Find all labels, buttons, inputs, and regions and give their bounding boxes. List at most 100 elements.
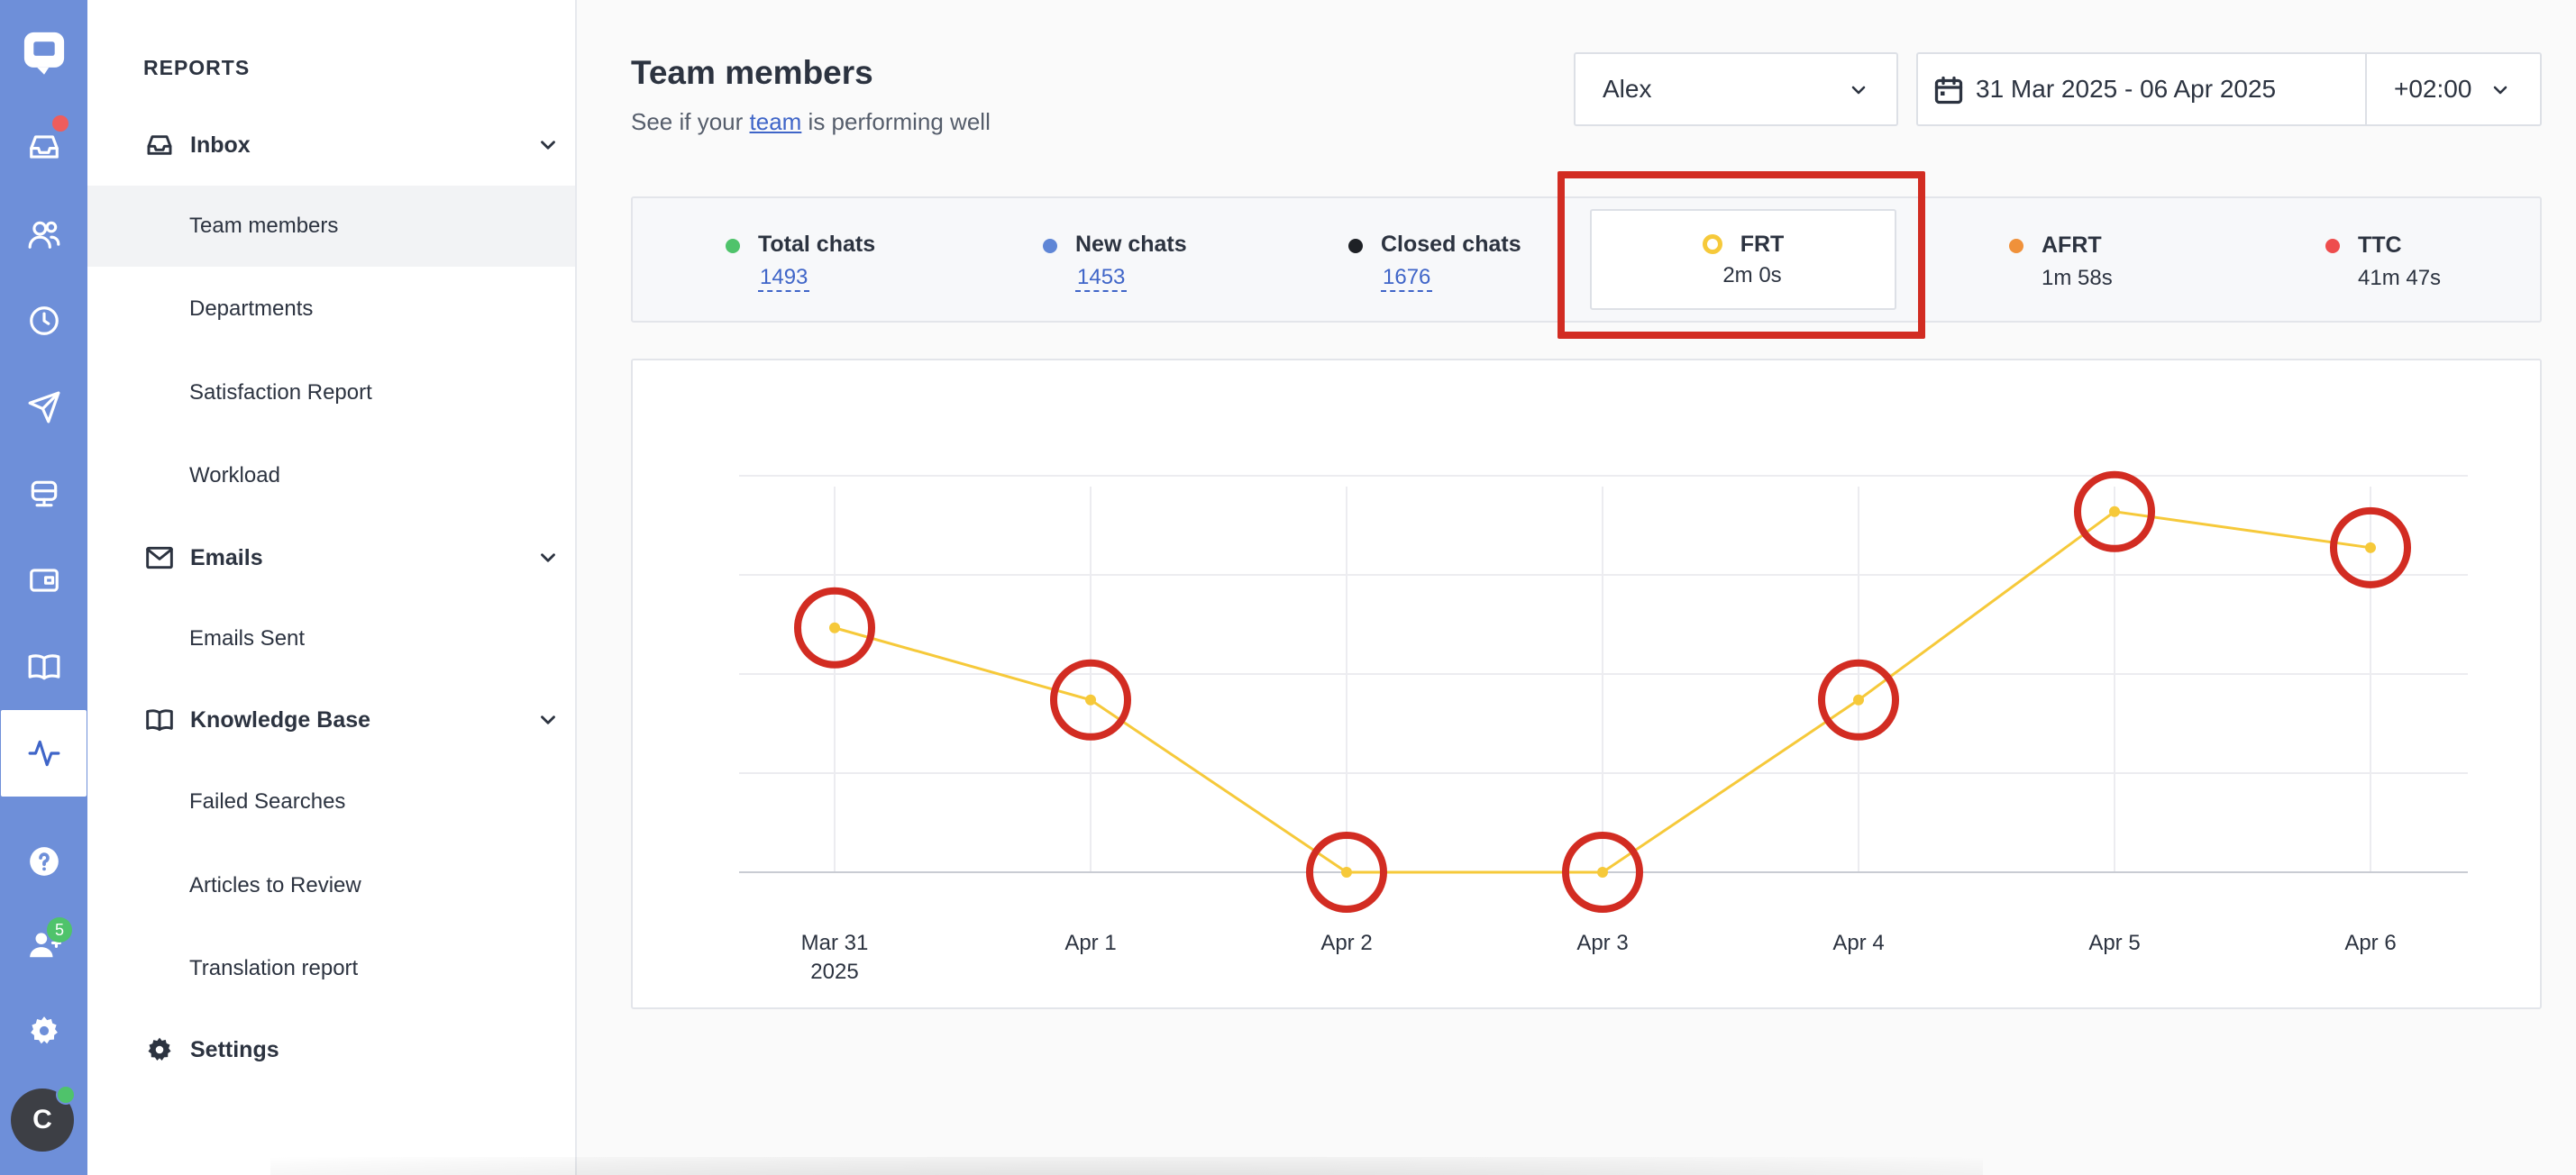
sidebar-section-inbox[interactable]: Inbox (145, 123, 560, 168)
metric-value: 1m 58s (2042, 265, 2113, 290)
sidebar-item-satisfaction-report[interactable]: Satisfaction Report (189, 380, 372, 405)
metric-ttc[interactable]: TTC 41m 47s (2325, 198, 2441, 324)
highlight-circle (1818, 659, 1899, 741)
page-title: Team members (631, 54, 873, 91)
metric-closed-chats[interactable]: Closed chats 1676 (1348, 198, 1521, 324)
help-icon[interactable] (0, 818, 87, 905)
frt-highlight-box (1557, 171, 1925, 339)
user-select[interactable]: Alex (1574, 52, 1898, 126)
subtitle-text: is performing well (801, 108, 991, 135)
settings-icon[interactable] (0, 988, 87, 1074)
user-select-value: Alex (1603, 75, 1652, 103)
timezone-value: +02:00 (2394, 75, 2472, 103)
x-tick-label: Apr 1 (1064, 931, 1116, 955)
chevron-down-icon[interactable] (536, 133, 560, 157)
data-point[interactable] (1085, 694, 1096, 706)
legend-dot (2325, 239, 2340, 253)
metric-label: New chats (1075, 231, 1187, 257)
metric-value: 41m 47s (2358, 265, 2442, 290)
bottom-shadow (270, 1157, 1983, 1175)
chevron-down-icon (2489, 78, 2511, 107)
x-tick-label: Mar 31 2025 (801, 931, 869, 984)
sidebar-section-settings[interactable]: Settings (145, 1027, 560, 1072)
legend-dot (726, 239, 740, 253)
metric-value[interactable]: 1676 (1381, 265, 1433, 292)
x-tick-label: Apr 3 (1576, 931, 1628, 955)
x-tick-label: Apr 6 (2344, 931, 2396, 955)
widget-icon[interactable] (0, 537, 87, 624)
calendar-icon (1932, 74, 1965, 113)
x-tick-label: Apr 2 (1320, 931, 1372, 955)
main-content: Team members See if your team is perform… (579, 0, 2576, 1175)
metric-label: TTC (2358, 232, 2402, 258)
legend-dot (1348, 239, 1363, 253)
highlight-circle (1050, 659, 1131, 741)
metric-label: Closed chats (1381, 231, 1521, 257)
legend-dot (1043, 239, 1057, 253)
data-point[interactable] (1341, 867, 1352, 878)
timezone-select[interactable]: +02:00 (2365, 52, 2542, 126)
sidebar-heading: REPORTS (143, 56, 251, 79)
frt-line-chart: Mar 31 2025 Apr 1 Apr 2 Apr 3 Apr 4 Apr 5 Apr 6 (631, 359, 2542, 1009)
highlight-circle (1562, 832, 1643, 913)
inbox-icon[interactable] (0, 104, 87, 190)
chat-logo-icon[interactable] (0, 9, 87, 96)
metric-value: 2m 0s (1722, 262, 1782, 287)
sidebar-item-emails-sent[interactable]: Emails Sent (189, 626, 306, 651)
reports-icon[interactable] (1, 710, 87, 797)
app-rail: 5 C (0, 0, 87, 1175)
date-range-value: 31 Mar 2025 - 06 Apr 2025 (1976, 75, 2277, 103)
team-icon[interactable] (0, 901, 87, 988)
section-label: Emails (190, 544, 263, 570)
sidebar-section-knowledge-base[interactable]: Knowledge Base (145, 697, 560, 742)
metric-frt[interactable]: FRT 2m 0s (1590, 209, 1896, 310)
highlight-circle (1306, 832, 1387, 913)
data-point[interactable] (2365, 542, 2376, 553)
reports-sidebar: REPORTS Inbox Team members Departments S… (87, 0, 577, 1175)
data-point[interactable] (829, 622, 840, 633)
metric-label: Total chats (758, 231, 876, 257)
sidebar-item-failed-searches[interactable]: Failed Searches (189, 789, 346, 814)
inbox-icon (145, 131, 174, 159)
highlight-circle (2074, 470, 2155, 552)
sidebar-section-emails[interactable]: Emails (145, 535, 560, 580)
contacts-icon[interactable] (0, 191, 87, 278)
sidebar-item-departments[interactable]: Departments (189, 296, 314, 321)
bot-icon[interactable] (0, 451, 87, 537)
section-label: Knowledge Base (190, 706, 371, 733)
metric-label: FRT (1740, 231, 1785, 257)
date-range-picker[interactable]: 31 Mar 2025 - 06 Apr 2025 (1916, 52, 2367, 126)
page-subtitle: See if your team is performing well (631, 108, 991, 136)
metric-new-chats[interactable]: New chats 1453 (1043, 198, 1187, 324)
online-status-dot (56, 1085, 76, 1105)
chevron-down-icon[interactable] (536, 708, 560, 732)
chart-svg: Mar 31 2025 Apr 1 Apr 2 Apr 3 Apr 4 Apr 5 Apr 6 (739, 470, 2468, 984)
sidebar-item-articles-to-review[interactable]: Articles to Review (189, 873, 361, 897)
data-point[interactable] (2109, 506, 2120, 517)
knowledge-base-icon[interactable] (0, 624, 87, 710)
inbox-notification-dot (52, 115, 69, 132)
team-link[interactable]: team (749, 108, 802, 135)
data-point[interactable] (1597, 867, 1608, 878)
x-tick-label: Apr 4 (1832, 931, 1884, 955)
metric-value[interactable]: 1493 (758, 265, 810, 292)
sidebar-item-translation-report[interactable]: Translation report (189, 956, 359, 980)
metric-total-chats[interactable]: Total chats 1493 (726, 198, 875, 324)
data-point[interactable] (1853, 694, 1864, 706)
book-icon (145, 706, 174, 734)
metric-value[interactable]: 1453 (1075, 265, 1128, 292)
history-icon[interactable] (0, 278, 87, 364)
sidebar-item-workload[interactable]: Workload (189, 463, 280, 487)
send-icon[interactable] (0, 364, 87, 451)
metric-afrt[interactable]: AFRT 1m 58s (2009, 198, 2113, 324)
highlight-circle (794, 587, 875, 669)
metric-label: AFRT (2042, 232, 2102, 258)
x-tick-label: Apr 5 (2088, 931, 2140, 955)
section-label: Settings (190, 1036, 279, 1062)
section-label: Inbox (190, 132, 251, 158)
highlight-circle (2330, 506, 2411, 588)
sidebar-item-team-members[interactable]: Team members (87, 186, 575, 267)
chevron-down-icon[interactable] (536, 546, 560, 569)
legend-ring (1702, 234, 1722, 254)
subtitle-text: See if your (631, 108, 750, 135)
